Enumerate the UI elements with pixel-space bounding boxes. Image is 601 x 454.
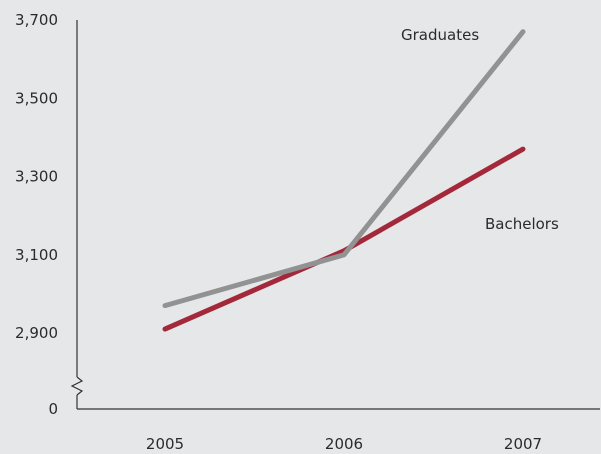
series-label-bachelors: Bachelors: [485, 215, 559, 233]
axes: [70, 20, 600, 410]
y-tick-label: 2,900: [15, 324, 58, 342]
y-tick-label: 3,100: [15, 246, 58, 264]
y-axis-ticks: 0 2,900 3,100 3,300 3,500 3,700: [15, 11, 58, 418]
y-tick-label: 3,300: [15, 168, 58, 186]
x-axis-ticks: 2005 2006 2007: [146, 435, 542, 453]
x-tick-label: 2007: [504, 435, 542, 453]
series-labels: Graduates Bachelors: [401, 26, 559, 233]
y-tick-label: 3,500: [15, 89, 58, 107]
y-tick-label: 3,700: [15, 11, 58, 29]
series-line-graduates: [162, 29, 526, 309]
x-tick-label: 2006: [325, 435, 363, 453]
series-label-graduates: Graduates: [401, 26, 479, 44]
y-axis-break: [70, 376, 84, 396]
series-line-bachelors: [162, 146, 526, 332]
x-tick-label: 2005: [146, 435, 184, 453]
series-group: [162, 29, 526, 332]
y-tick-label: 0: [48, 400, 58, 418]
